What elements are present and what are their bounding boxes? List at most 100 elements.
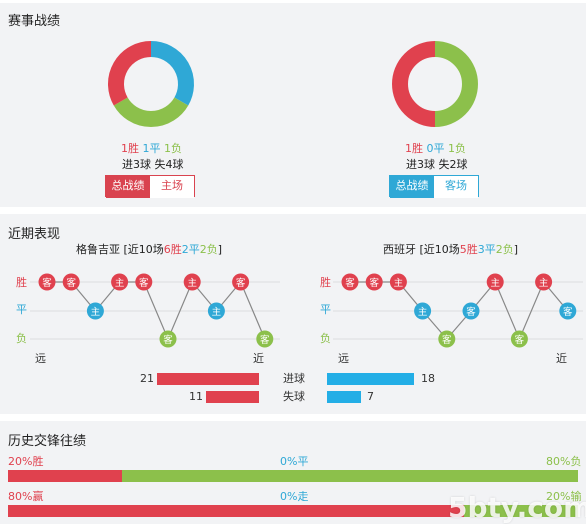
left-recent-win: 6胜 <box>163 243 182 256</box>
right-form-marker <box>341 273 359 291</box>
left-recent-draw: 2平 <box>181 243 200 256</box>
right-recent-prefix: [近10场 <box>416 243 460 256</box>
right-form-point[interactable]: 客 <box>341 273 359 291</box>
left-form-marker <box>111 273 129 291</box>
right-record-tabs: 总战绩 客场 <box>389 175 479 198</box>
left-form-point[interactable]: 主 <box>183 273 201 291</box>
right-row-label-draw: 平 <box>320 303 331 316</box>
h2h-row2-win-segment <box>8 505 464 517</box>
right-form-chart: 客客主主客客主客主客 <box>333 273 583 348</box>
h2h-row1-loss: 80%负 <box>546 455 582 468</box>
left-form-venue-label: 客 <box>163 334 173 346</box>
left-record-tabs: 总战绩 主场 <box>105 175 195 198</box>
left-tab-overall[interactable]: 总战绩 <box>106 176 150 198</box>
left-form-marker <box>135 273 153 291</box>
left-axis-far: 远 <box>35 352 46 365</box>
left-form-point[interactable]: 客 <box>159 330 177 348</box>
right-draw-count: 0平 <box>426 142 445 155</box>
left-form-point[interactable]: 客 <box>62 273 80 291</box>
right-form-point[interactable]: 客 <box>462 302 480 320</box>
conceded-label: 失球 <box>283 390 305 403</box>
right-form-venue-label: 客 <box>515 334 525 346</box>
left-form-venue-label: 主 <box>212 306 222 318</box>
left-scored-bar <box>157 373 259 385</box>
right-form-point[interactable]: 客 <box>559 302 577 320</box>
left-form-line <box>47 280 266 341</box>
right-form-point[interactable]: 客 <box>365 273 383 291</box>
left-form-point[interactable]: 客 <box>232 273 250 291</box>
left-form-marker <box>159 330 177 348</box>
right-goals-summary: 进3球 失2球 <box>406 158 468 171</box>
left-axis-near: 近 <box>253 352 264 365</box>
left-form-point[interactable]: 主 <box>86 302 104 320</box>
left-form-point[interactable]: 客 <box>38 273 56 291</box>
left-row-label-win: 胜 <box>16 276 27 289</box>
right-form-venue-label: 客 <box>369 277 379 289</box>
left-donut-win-slice <box>108 41 152 106</box>
right-form-marker <box>510 330 528 348</box>
right-form-point[interactable]: 主 <box>389 273 407 291</box>
right-form-marker <box>389 273 407 291</box>
right-donut-win-slice <box>392 41 436 127</box>
h2h-row1-draw: 0%平 <box>280 455 309 468</box>
right-form-venue-label: 主 <box>418 306 428 318</box>
right-form-marker <box>414 302 432 320</box>
right-form-marker <box>535 273 553 291</box>
left-tab-home[interactable]: 主场 <box>150 176 194 198</box>
right-form-venue-label: 客 <box>442 334 452 346</box>
right-loss-count: 1负 <box>448 142 466 155</box>
left-form-point[interactable]: 客 <box>135 273 153 291</box>
left-form-point[interactable]: 客 <box>256 330 274 348</box>
left-form-marker <box>207 302 225 320</box>
h2h-row2-win: 80%赢 <box>8 490 44 503</box>
right-form-point[interactable]: 主 <box>414 302 432 320</box>
right-row-label-loss: 负 <box>320 332 331 345</box>
h2h-row1-win-segment <box>8 470 122 482</box>
right-form-point[interactable]: 客 <box>438 330 456 348</box>
left-form-marker <box>232 273 250 291</box>
h2h-row2-loss: 20%输 <box>546 490 582 503</box>
left-team-name: 格鲁吉亚 <box>76 243 120 256</box>
left-form-venue-label: 主 <box>91 306 101 318</box>
left-donut-loss-slice <box>113 97 189 127</box>
left-form-venue-label: 客 <box>139 277 149 289</box>
right-form-marker <box>365 273 383 291</box>
right-record-donut <box>392 41 478 127</box>
left-form-marker <box>256 330 274 348</box>
left-scored-value: 21 <box>140 372 154 385</box>
h2h-title: 历史交锋往绩 <box>8 434 87 449</box>
left-form-marker <box>86 302 104 320</box>
left-row-label-draw: 平 <box>16 303 27 316</box>
right-form-venue-label: 主 <box>394 277 404 289</box>
left-form-point[interactable]: 主 <box>111 273 129 291</box>
left-conceded-value: 11 <box>189 390 203 403</box>
left-recent-prefix: [近10场 <box>120 243 164 256</box>
right-record-counts: 1胜 0平 1负 <box>405 143 466 155</box>
right-recent-header: 西班牙 [近10场5胜3平2负] <box>383 244 518 256</box>
right-axis-near: 近 <box>556 352 567 365</box>
left-form-chart: 客客主主 客客主主客客 <box>30 273 280 348</box>
right-tab-overall[interactable]: 总战绩 <box>390 176 434 198</box>
right-form-venue-label: 主 <box>539 277 549 289</box>
right-form-point[interactable]: 主 <box>486 273 504 291</box>
right-form-marker <box>438 330 456 348</box>
right-tab-away[interactable]: 客场 <box>434 176 478 198</box>
right-form-marker <box>462 302 480 320</box>
watermark-logo: 5bty.com <box>448 491 586 524</box>
right-row-label-win: 胜 <box>320 276 331 289</box>
right-form-venue-label: 客 <box>563 306 573 318</box>
left-form-venue-label: 客 <box>42 277 52 289</box>
right-axis-far: 远 <box>338 352 349 365</box>
right-form-venue-label: 客 <box>466 306 476 318</box>
left-record-counts: 1胜 1平 1负 <box>121 143 182 155</box>
left-donut-draw-slice <box>150 41 194 106</box>
right-recent-win: 5胜 <box>459 243 478 256</box>
right-form-point[interactable]: 客 <box>510 330 528 348</box>
left-draw-count: 1平 <box>142 142 161 155</box>
right-conceded-bar <box>327 391 361 403</box>
left-win-count: 1胜 <box>121 142 139 155</box>
right-form-point[interactable]: 主 <box>535 273 553 291</box>
left-form-point[interactable]: 主 <box>207 302 225 320</box>
left-row-label-loss: 负 <box>16 332 27 345</box>
left-record-donut <box>108 41 194 127</box>
